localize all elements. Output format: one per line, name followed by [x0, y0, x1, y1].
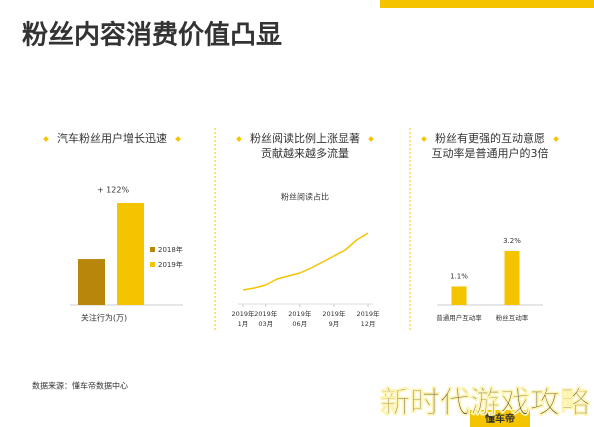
x-tick-label: 普通用户互动率	[436, 313, 482, 322]
title-marker	[421, 136, 427, 142]
x-tick-label-line: 2019年	[356, 309, 380, 318]
x-tick-label-line: 06月	[292, 320, 307, 328]
title-marker	[368, 136, 374, 142]
bar	[504, 251, 520, 305]
annotation: + 122%	[97, 186, 130, 195]
line	[242, 232, 369, 291]
watermark: 新时代游戏攻略	[380, 386, 591, 421]
legend-swatch	[150, 247, 155, 252]
chart-title: 粉丝有更强的互动意愿	[435, 131, 545, 145]
x-tick-label: 关注行为(万)	[81, 313, 127, 323]
x-tick-label: 2019年 12月	[356, 309, 380, 328]
x-tick-label-line: 12月	[361, 320, 376, 328]
legend-label: 2018年	[158, 245, 183, 254]
bar	[117, 203, 144, 305]
source: 数据来源：懂车帝数据中心	[32, 381, 128, 391]
title-marker	[175, 136, 181, 142]
title-marker	[236, 136, 242, 142]
x-tick-label-line: 9月	[329, 320, 340, 328]
chart-subtitle: 粉丝阅读占比	[281, 192, 329, 202]
title-marker	[553, 136, 559, 142]
logo: 懂车帝	[485, 412, 515, 425]
x-tick-label-line: 2019年	[322, 309, 346, 318]
x-tick-label-line: 2019年	[288, 309, 312, 318]
chart-title: 汽车粉丝用户增长迅速	[57, 131, 167, 145]
bar	[451, 286, 467, 305]
value-label: 1.1%	[450, 272, 468, 280]
chart-title: 贡献越来越多流量	[261, 146, 349, 160]
x-tick-label: 2019年 1月	[231, 309, 255, 328]
x-tick-label-line: 2019年	[254, 309, 278, 318]
legend-swatch	[150, 262, 155, 267]
x-tick-label: 2019年 03月	[254, 309, 278, 328]
x-tick-label: 粉丝互动率	[496, 313, 529, 322]
x-tick-label: 2019年 9月	[322, 309, 346, 328]
slide-title: 粉丝内容消费价值凸显	[22, 20, 282, 51]
top-strip	[380, 0, 594, 8]
chart-title: 互动率是普通用户的3倍	[432, 146, 549, 160]
x-tick-label-line: 1月	[238, 320, 249, 328]
x-tick-label-line: 03月	[258, 320, 273, 328]
logo-box	[470, 410, 530, 427]
chart-title: 粉丝阅读比例上涨显著	[250, 131, 360, 145]
legend-label: 2019年	[158, 260, 183, 269]
bar	[78, 259, 105, 305]
x-tick-label: 2019年 06月	[288, 309, 312, 328]
value-label: 3.2%	[503, 237, 521, 245]
x-tick-label-line: 2019年	[231, 309, 255, 318]
